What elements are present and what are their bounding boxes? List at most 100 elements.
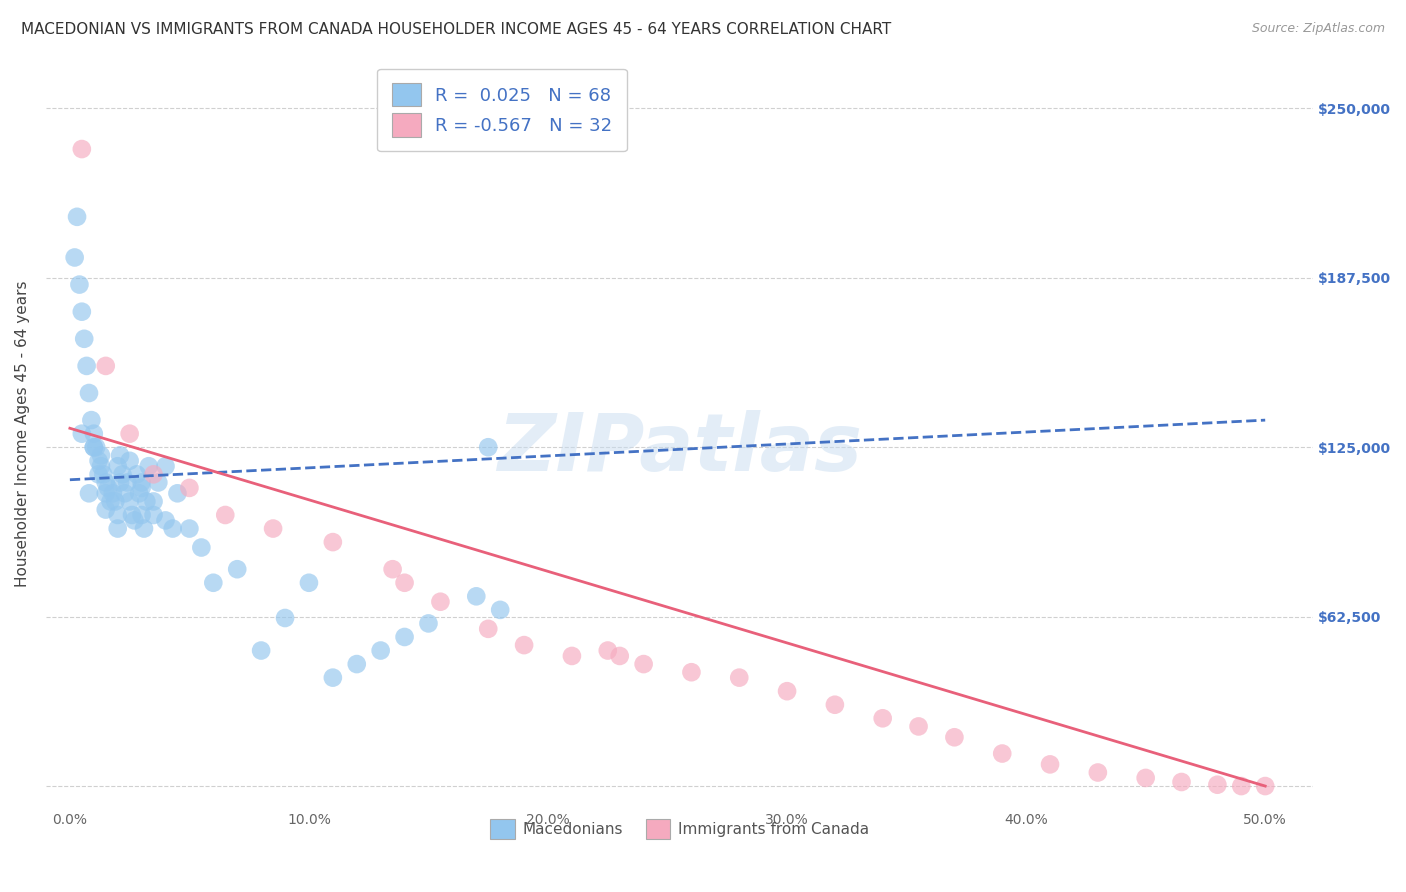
- Point: [111, 467, 134, 482]
- Point: [1135, 771, 1157, 785]
- Point: [489, 603, 512, 617]
- Point: [70, 426, 93, 441]
- Point: [1206, 778, 1229, 792]
- Point: [108, 475, 131, 490]
- Point: [121, 508, 143, 522]
- Point: [429, 595, 451, 609]
- Point: [346, 657, 368, 671]
- Point: [274, 611, 297, 625]
- Point: [118, 494, 141, 508]
- Point: [1087, 765, 1109, 780]
- Point: [418, 616, 440, 631]
- Point: [596, 643, 619, 657]
- Point: [370, 643, 392, 657]
- Point: [155, 459, 177, 474]
- Point: [97, 481, 120, 495]
- Point: [142, 508, 165, 522]
- Point: [991, 747, 1014, 761]
- Point: [250, 643, 273, 657]
- Point: [155, 513, 177, 527]
- Point: [394, 575, 416, 590]
- Point: [477, 622, 499, 636]
- Point: [107, 508, 129, 522]
- Point: [142, 494, 165, 508]
- Point: [108, 448, 131, 462]
- Point: [100, 494, 122, 508]
- Point: [124, 513, 146, 527]
- Point: [101, 486, 124, 500]
- Point: [166, 486, 188, 500]
- Point: [1039, 757, 1062, 772]
- Point: [87, 454, 110, 468]
- Legend: Macedonians, Immigrants from Canada: Macedonians, Immigrants from Canada: [484, 814, 875, 845]
- Point: [117, 475, 139, 490]
- Point: [94, 475, 117, 490]
- Point: [202, 575, 225, 590]
- Point: [298, 575, 321, 590]
- Point: [90, 448, 112, 462]
- Point: [179, 522, 201, 536]
- Point: [128, 486, 150, 500]
- Point: [77, 486, 100, 500]
- Point: [148, 475, 170, 490]
- Point: [477, 440, 499, 454]
- Y-axis label: Householder Income Ages 45 - 64 years: Householder Income Ages 45 - 64 years: [15, 280, 30, 587]
- Point: [83, 426, 105, 441]
- Point: [190, 541, 212, 555]
- Point: [943, 731, 966, 745]
- Text: ZIPatlas: ZIPatlas: [496, 409, 862, 488]
- Point: [70, 142, 93, 156]
- Point: [872, 711, 894, 725]
- Point: [728, 671, 751, 685]
- Point: [63, 251, 86, 265]
- Point: [107, 522, 129, 536]
- Point: [94, 359, 117, 373]
- Point: [138, 459, 160, 474]
- Point: [132, 522, 155, 536]
- Text: Source: ZipAtlas.com: Source: ZipAtlas.com: [1251, 22, 1385, 36]
- Point: [80, 413, 103, 427]
- Point: [87, 467, 110, 482]
- Point: [776, 684, 799, 698]
- Point: [83, 440, 105, 454]
- Point: [561, 648, 583, 663]
- Point: [84, 440, 107, 454]
- Point: [76, 359, 98, 373]
- Point: [73, 332, 96, 346]
- Point: [131, 481, 153, 495]
- Point: [131, 475, 153, 490]
- Text: MACEDONIAN VS IMMIGRANTS FROM CANADA HOUSEHOLDER INCOME AGES 45 - 64 YEARS CORRE: MACEDONIAN VS IMMIGRANTS FROM CANADA HOU…: [21, 22, 891, 37]
- Point: [214, 508, 236, 522]
- Point: [142, 467, 165, 482]
- Point: [135, 494, 157, 508]
- Point: [114, 486, 136, 500]
- Point: [1170, 775, 1192, 789]
- Point: [77, 386, 100, 401]
- Point: [179, 481, 201, 495]
- Point: [104, 494, 127, 508]
- Point: [1230, 779, 1253, 793]
- Point: [93, 467, 115, 482]
- Point: [394, 630, 416, 644]
- Point: [381, 562, 404, 576]
- Point: [322, 671, 344, 685]
- Point: [66, 210, 89, 224]
- Point: [226, 562, 249, 576]
- Point: [131, 508, 153, 522]
- Point: [824, 698, 846, 712]
- Point: [633, 657, 655, 671]
- Point: [609, 648, 631, 663]
- Point: [513, 638, 536, 652]
- Point: [94, 486, 117, 500]
- Point: [118, 454, 141, 468]
- Point: [83, 440, 105, 454]
- Point: [118, 426, 141, 441]
- Point: [322, 535, 344, 549]
- Point: [69, 277, 91, 292]
- Point: [125, 467, 148, 482]
- Point: [681, 665, 703, 680]
- Point: [107, 459, 129, 474]
- Point: [1254, 779, 1277, 793]
- Point: [262, 522, 284, 536]
- Point: [94, 502, 117, 516]
